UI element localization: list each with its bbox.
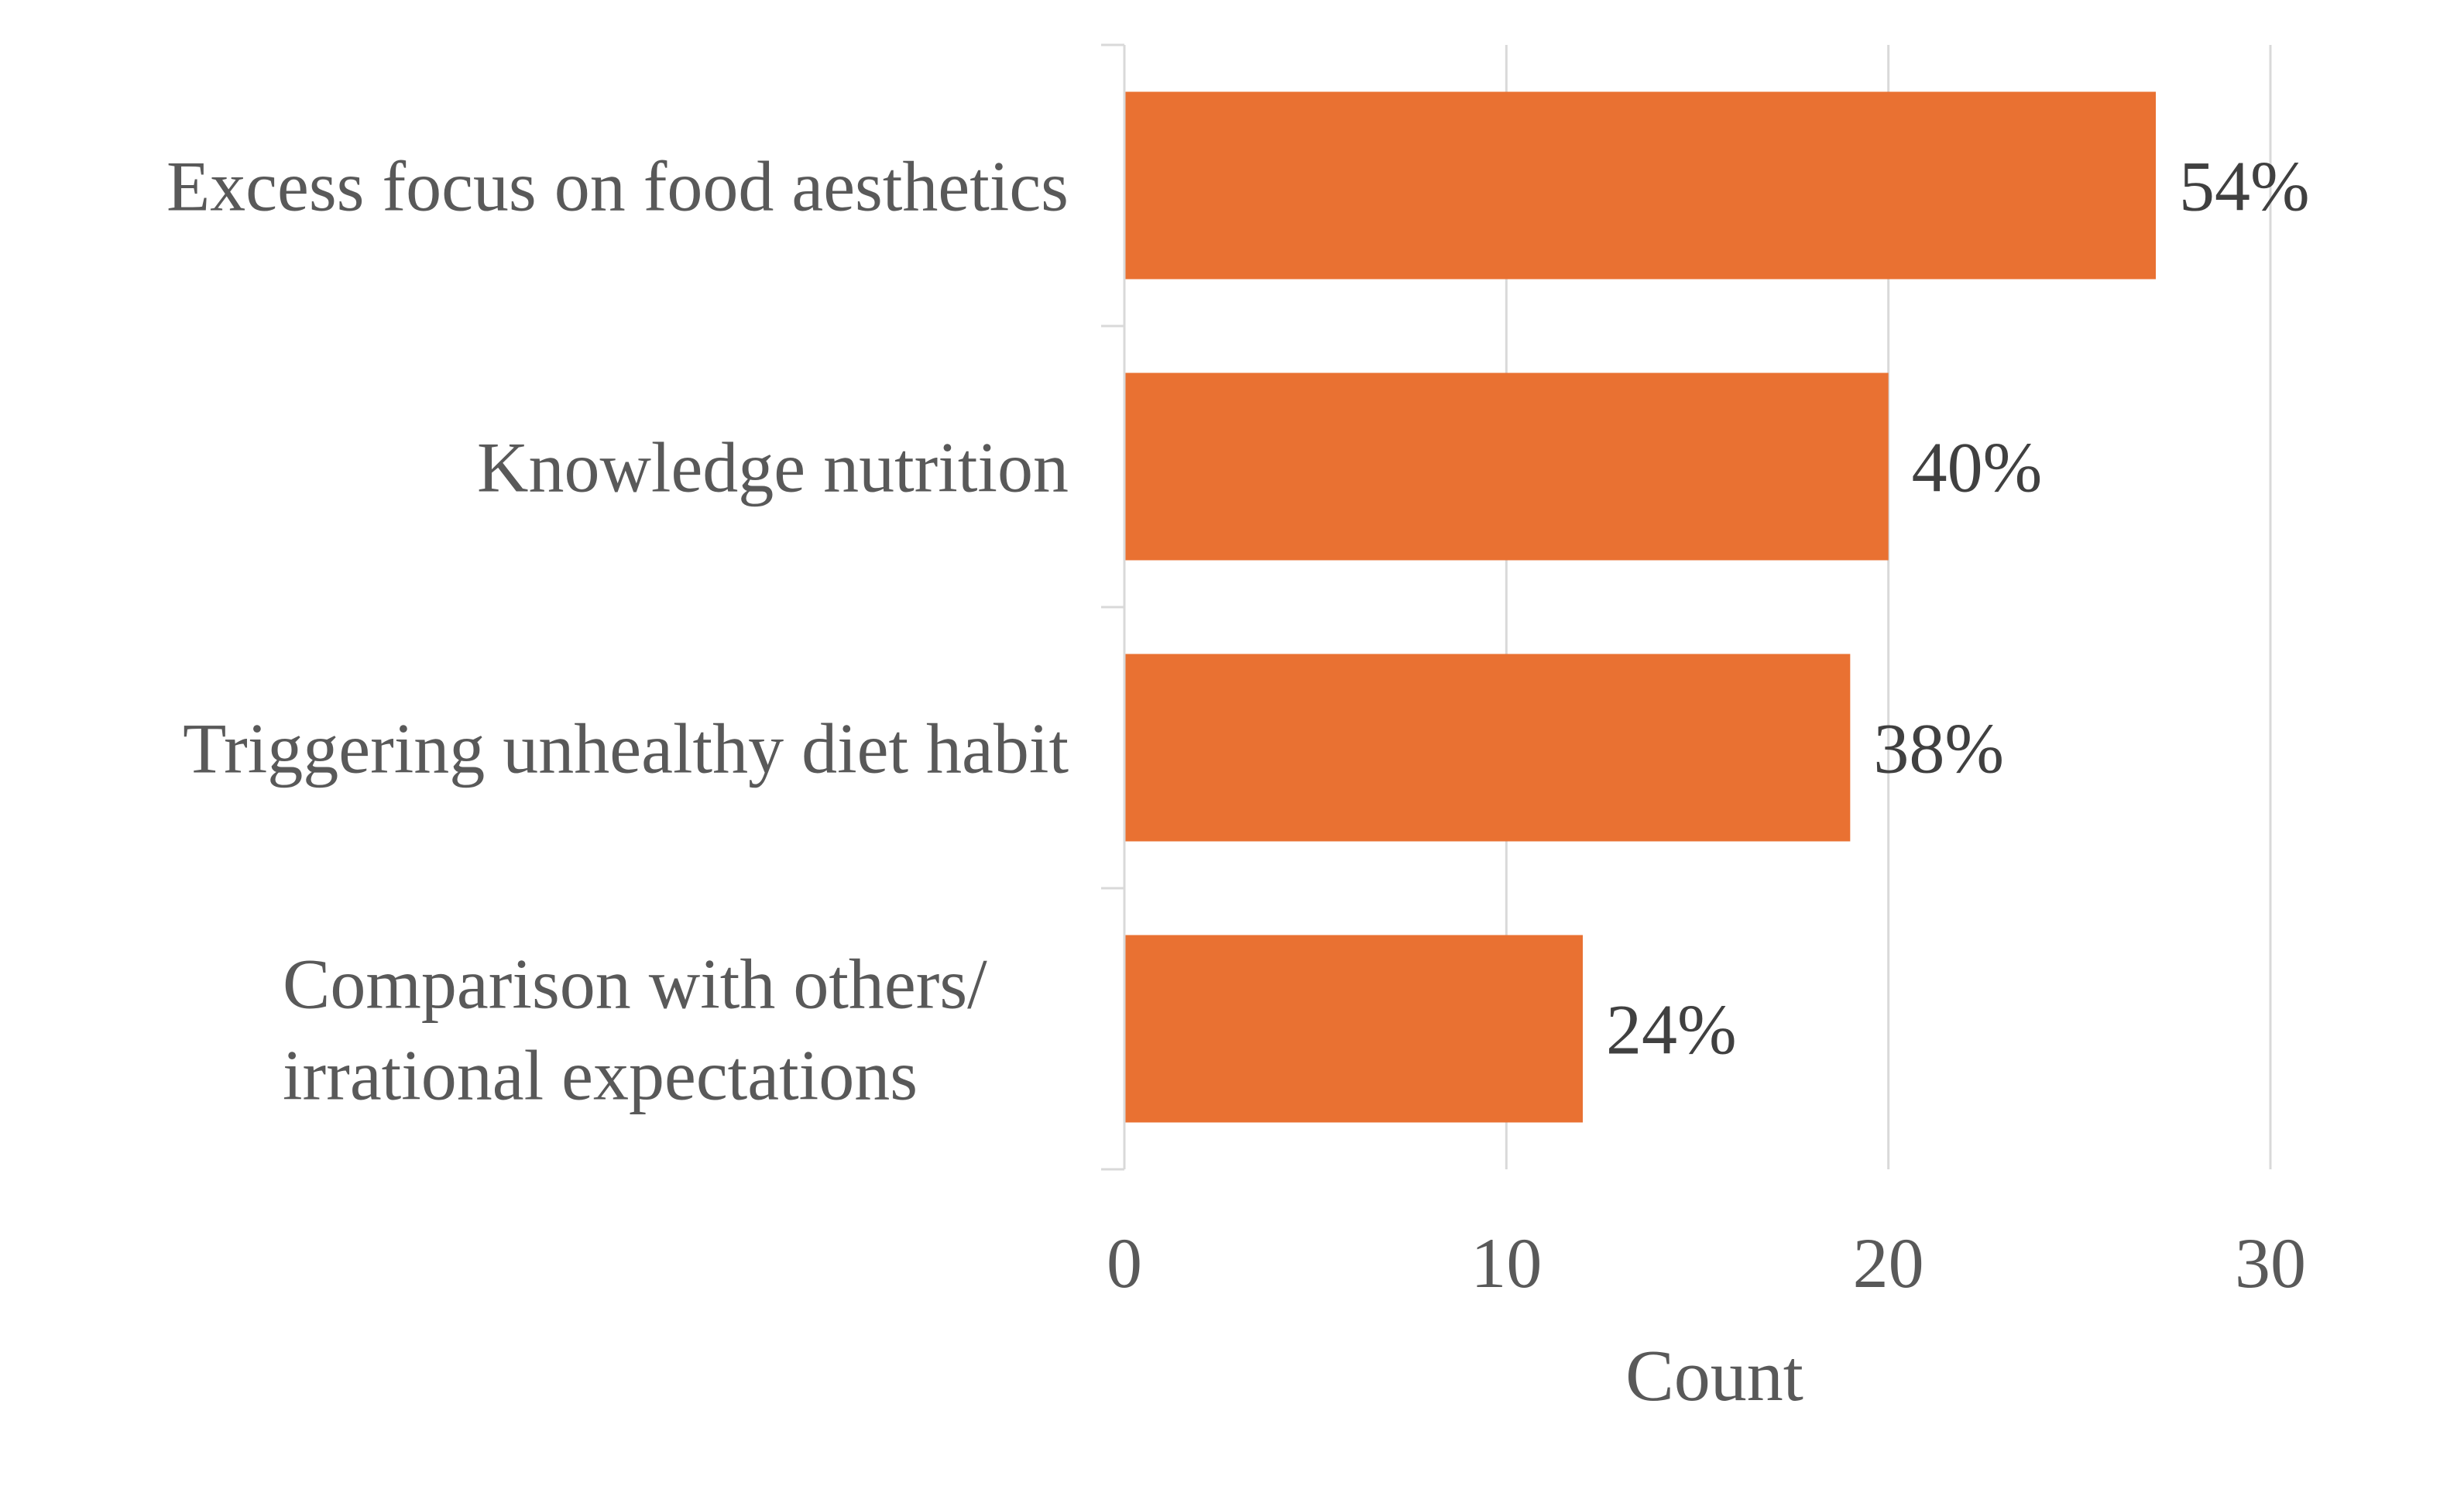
bars (1124, 91, 2156, 1123)
x-tick-label-20: 20 (1853, 1224, 1924, 1303)
category-label-2: Knowledge nutrition (477, 428, 1069, 507)
bar-4 (1124, 935, 1583, 1123)
x-tick-label-0: 0 (1107, 1224, 1142, 1303)
category-axis (1101, 43, 1126, 1171)
bar-2 (1124, 372, 1889, 561)
data-labels: 54% 40% 38% 24% (1606, 147, 2310, 1069)
bar-3 (1124, 654, 1851, 842)
x-axis-title: Count (1625, 1336, 1803, 1416)
data-label-3: 38% (1873, 709, 2004, 788)
data-label-1: 54% (2179, 147, 2310, 226)
data-label-4: 24% (1606, 990, 1737, 1069)
data-label-2: 40% (1912, 428, 2043, 507)
x-tick-label-30: 30 (2235, 1224, 2306, 1303)
category-label-1: Excess focus on food aesthetics (166, 147, 1069, 226)
value-axis-tick-labels: 0 10 20 30 (1107, 1224, 2306, 1303)
category-label-4: Comparison with others/irrational expect… (283, 945, 987, 1115)
category-labels: Excess focus on food aesthetics Knowledge… (166, 147, 1069, 1115)
x-tick-label-10: 10 (1471, 1224, 1542, 1303)
category-label-3: Triggering unhealthy diet habit (183, 709, 1069, 788)
bar-1 (1124, 91, 2156, 280)
